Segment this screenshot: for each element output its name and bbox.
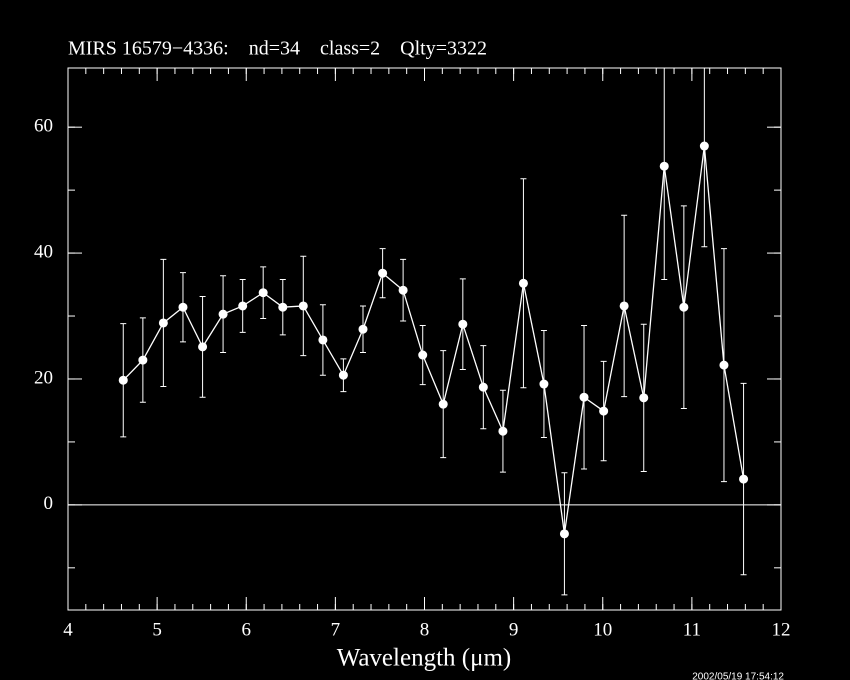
data-point <box>498 426 508 436</box>
data-point <box>358 324 368 334</box>
data-point <box>739 474 749 484</box>
data-point <box>699 141 709 151</box>
y-tick-label: 40 <box>34 241 53 262</box>
data-point <box>559 529 569 539</box>
data-point <box>458 319 468 329</box>
data-point <box>639 393 649 403</box>
data-point <box>238 301 248 311</box>
timestamp: 2002/05/19 17:54:12 <box>692 672 784 680</box>
data-point <box>278 302 288 312</box>
x-tick-label: 5 <box>152 619 162 640</box>
data-point <box>539 379 549 389</box>
x-tick-label: 9 <box>509 619 519 640</box>
data-point <box>418 350 428 360</box>
data-point <box>619 301 629 311</box>
data-point <box>719 360 729 370</box>
y-tick-label: 0 <box>44 493 54 514</box>
data-point <box>118 375 128 385</box>
x-tick-label: 10 <box>593 619 612 640</box>
data-point <box>178 302 188 312</box>
data-point <box>158 318 168 328</box>
x-tick-label: 6 <box>242 619 252 640</box>
data-point <box>258 288 268 298</box>
x-tick-label: 12 <box>772 619 791 640</box>
x-tick-label: 7 <box>331 619 341 640</box>
data-point <box>378 268 388 278</box>
data-point <box>198 342 208 352</box>
x-tick-label: 4 <box>63 619 73 640</box>
data-point <box>518 278 528 288</box>
x-axis-label: Wavelength (μm) <box>337 645 512 672</box>
data-point <box>318 335 328 345</box>
data-point <box>138 355 148 365</box>
data-point <box>579 392 589 402</box>
data-point <box>298 301 308 311</box>
data-point <box>218 309 228 319</box>
data-point <box>659 161 669 171</box>
chart-title: MIRS 16579−4336: nd=34 class=2 Qlty=3322 <box>68 38 487 60</box>
x-tick-label: 11 <box>683 619 701 640</box>
data-point <box>679 302 689 312</box>
plot-area <box>118 68 749 596</box>
data-point <box>478 382 488 392</box>
data-point <box>438 399 448 409</box>
data-point <box>338 370 348 380</box>
x-tick-label: 8 <box>420 619 430 640</box>
data-point <box>398 285 408 295</box>
y-tick-label: 20 <box>34 367 53 388</box>
y-tick-label: 60 <box>34 116 53 137</box>
data-point <box>599 406 609 416</box>
